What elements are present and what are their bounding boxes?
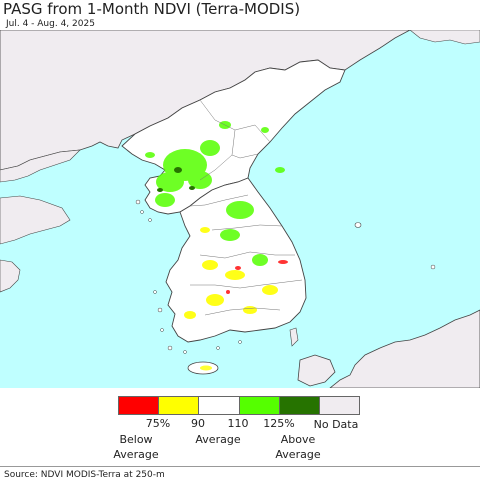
legend-tick-75: 75% xyxy=(145,417,171,430)
map-subtitle: Jul. 4 - Aug. 4, 2025 xyxy=(6,19,95,29)
liaodong-peninsula xyxy=(0,149,81,183)
legend-tick-90: 90 xyxy=(191,417,205,430)
russia-coast xyxy=(409,30,480,45)
legend-bar xyxy=(118,396,360,415)
japan-kyushu xyxy=(297,354,336,387)
footer: Source: NDVI MODIS-Terra at 250-m xyxy=(0,466,480,485)
mainland-china-south xyxy=(0,259,21,293)
legend-tick-110: 110 xyxy=(227,417,249,430)
legend-swatch-below-75 xyxy=(119,397,160,414)
legend-label-above: Above Average xyxy=(275,433,321,461)
map-title: PASG from 1-Month NDVI (Terra-MODIS) xyxy=(3,0,301,18)
south-korea xyxy=(165,177,307,343)
shandong-peninsula xyxy=(0,195,71,245)
legend-swatch-above-125 xyxy=(279,397,320,414)
legend-swatch-75-90 xyxy=(159,397,200,414)
legend-label-below: Below Average xyxy=(113,433,159,461)
legend-tick-125: 125% xyxy=(263,417,295,430)
ndvi-yellow-patches xyxy=(184,227,278,319)
ndvi-red-patches xyxy=(226,260,288,294)
legend-swatch-no-data xyxy=(319,397,360,414)
ndvi-green-patches xyxy=(145,121,285,266)
japan-honshu xyxy=(329,309,480,388)
legend-label-average: Average xyxy=(195,433,241,446)
western-islands xyxy=(135,199,242,354)
japan-tsushima xyxy=(289,327,299,347)
ulleung-island xyxy=(354,222,362,228)
legend-swatch-110-125 xyxy=(239,397,280,414)
ndvi-map xyxy=(0,30,480,388)
source-text: Source: NDVI MODIS-Terra at 250-m xyxy=(4,470,165,480)
legend-swatch-90-110 xyxy=(199,397,240,414)
province-borders xyxy=(189,99,303,316)
ndvi-darkgreen-patches xyxy=(157,167,195,192)
legend-label-nodata: No Data xyxy=(313,418,359,431)
